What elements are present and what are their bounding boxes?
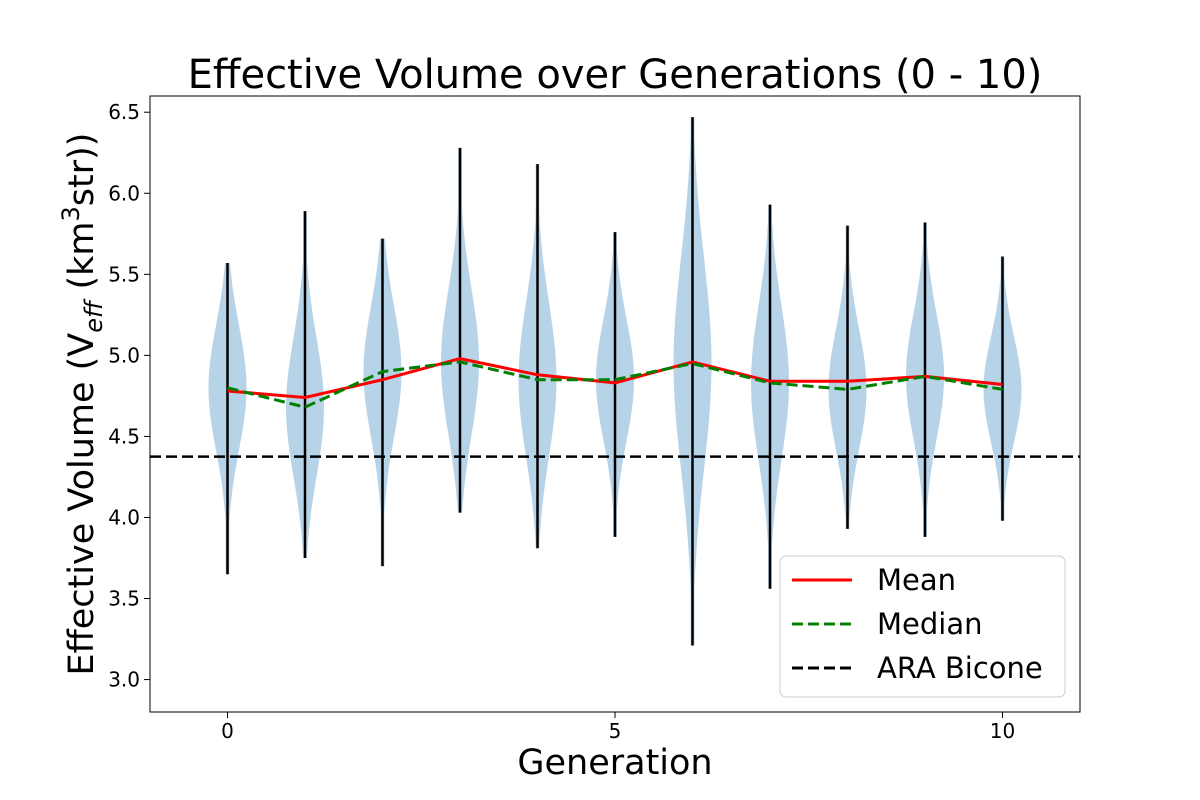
y-label-superscript: 3 [57,206,85,221]
y-tick-label: 6.5 [108,100,140,124]
legend: Mean Median ARA Bicone [779,555,1066,698]
y-tick-label: 5.5 [108,262,140,286]
y-tick-label: 3.0 [108,668,140,692]
y-tick-label: 4.0 [108,505,140,529]
y-label-subscript: eff [80,298,108,333]
median-line [227,360,1003,409]
x-axis-ticks: 0 5 10 [221,712,1015,743]
y-label-suffix: str)) [62,133,102,207]
y-axis-label: Effective Volume (Veff (km3str)) [57,133,108,676]
y-label-prefix: Effective Volume (V [62,333,102,676]
chart-title: Effective Volume over Generations (0 - 1… [188,52,1043,98]
mean-line [227,357,1003,399]
x-tick-label: 10 [990,719,1015,743]
plot-area [150,117,1080,646]
legend-median-label: Median [877,607,982,641]
legend-mean-label: Mean [877,563,956,597]
legend-box [779,555,1066,698]
y-tick-label: 4.5 [108,424,140,448]
x-tick-label: 0 [221,719,234,743]
y-tick-label: 5.0 [108,343,140,367]
y-tick-label: 6.0 [108,181,140,205]
x-axis-label: Generation [517,743,712,783]
legend-ara-bicone-label: ARA Bicone [877,651,1043,685]
y-axis-ticks: 3.0 3.5 4.0 4.5 5.0 5.5 6.0 6.5 [108,100,150,692]
x-tick-label: 5 [609,719,622,743]
y-label-middle: (km [62,221,102,300]
y-tick-label: 3.5 [108,587,140,611]
